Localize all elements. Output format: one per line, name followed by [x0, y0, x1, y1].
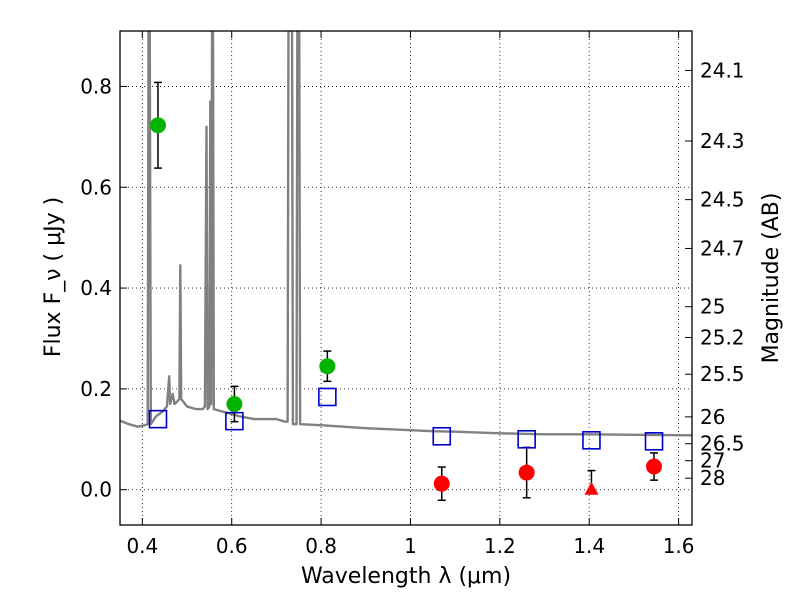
x-tick-label: 0.6 [216, 534, 248, 558]
model-photometry-marker [582, 431, 601, 450]
magnitude-tick-label: 25.2 [700, 325, 745, 349]
x-tick-label: 1.4 [573, 534, 605, 558]
magnitude-tick-label: 28 [700, 466, 725, 490]
spectrum-line [120, 31, 692, 437]
model-photometry-marker [148, 409, 168, 429]
axis-ticks: 0.4 0.6 0.8 1 1.2 1.4 1.6 0.0 0.2 0.4 0.6 0.8 24.1 24… [80, 31, 745, 558]
x-tick-label: 0.4 [126, 534, 158, 558]
magnitude-tick-label: 25.5 [700, 362, 745, 386]
magnitude-tick-label: 26 [700, 405, 725, 429]
x-axis-label: Wavelength λ (μm) [301, 564, 511, 589]
upper-limit-marker [584, 481, 599, 495]
data-point [149, 117, 166, 134]
model-photometry-marker [318, 387, 337, 407]
data-point [518, 464, 535, 481]
model-photometry-marker [225, 411, 244, 431]
y-tick-label: 0.2 [80, 377, 112, 401]
model-spectrum [120, 31, 692, 437]
magnitude-tick-label: 27 [700, 449, 725, 473]
model-photometry-marker [432, 426, 452, 446]
y-tick-label: 0.6 [80, 175, 112, 199]
magnitude-tick-label: 25 [700, 295, 725, 319]
model-photometry-marker [644, 432, 664, 451]
y-tick-label: 0.0 [80, 478, 112, 502]
plot-frame [119, 30, 693, 526]
data-point [433, 475, 450, 492]
grid-lines [120, 31, 692, 525]
magnitude-tick-label: 26.5 [700, 432, 745, 456]
photometry-markers [148, 81, 664, 502]
y-tick-label: 0.8 [80, 74, 112, 98]
magnitude-tick-label: 24.1 [700, 58, 745, 82]
x-tick-label: 0.8 [305, 534, 337, 558]
magnitude-axis-label: Magnitude (AB) [759, 193, 784, 364]
model-photometry-marker [517, 430, 536, 449]
data-point [319, 358, 336, 375]
x-tick-label: 1 [404, 534, 417, 558]
magnitude-tick-label: 24.7 [700, 236, 745, 260]
x-tick-label: 1.2 [484, 534, 516, 558]
magnitude-tick-label: 24.5 [700, 188, 745, 212]
data-point [226, 396, 243, 413]
y-axis-label: Flux F_ν ( μJy ) [41, 197, 66, 357]
magnitude-tick-label: 24.3 [700, 129, 745, 153]
data-point [646, 458, 663, 475]
x-tick-label: 1.6 [663, 534, 695, 558]
y-tick-label: 0.4 [80, 276, 112, 300]
